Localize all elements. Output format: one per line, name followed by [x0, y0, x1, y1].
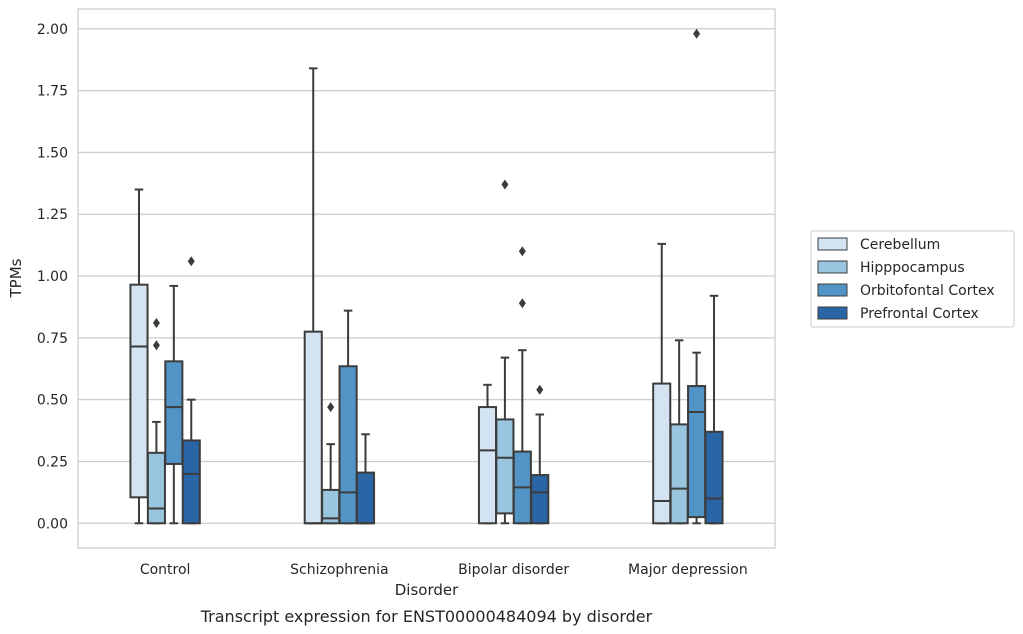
y-tick-label: 0.75: [37, 331, 68, 347]
box-group: [669, 339, 689, 525]
box-body: [338, 365, 358, 525]
box-group: [181, 256, 201, 525]
outlier-point: [327, 402, 335, 413]
legend-frame: [810, 230, 1015, 328]
x-tick-label: Control: [140, 562, 191, 578]
legend-swatch: [817, 260, 848, 274]
plot-frame: [77, 8, 776, 549]
box-body: [129, 283, 149, 499]
outlier-point: [187, 256, 195, 267]
box-group: [146, 318, 166, 525]
box-body: [495, 418, 515, 515]
legend-label: Cerebellum: [860, 237, 940, 253]
legend-swatch: [817, 237, 848, 251]
box-group: [303, 67, 323, 525]
chart-caption: Transcript expression for ENST0000048409…: [200, 607, 653, 626]
box-body: [704, 430, 724, 525]
y-axis-label: TPMs: [7, 258, 25, 298]
box-group: [129, 188, 149, 525]
outlier-point: [518, 298, 526, 309]
box-body: [687, 385, 707, 519]
box-body: [303, 330, 323, 525]
box-body: [146, 451, 166, 525]
y-tick-labels: 0.00 0.25 0.50 0.75 1.00 1.25 1.50 1.75 2.00: [37, 22, 68, 532]
box-group: [530, 384, 550, 525]
outlier-point: [501, 179, 509, 190]
box-body: [477, 406, 498, 525]
legend: Cerebellum Hipppocampus Orbitofontal Corte…: [810, 230, 1015, 328]
outlier-point: [152, 318, 160, 329]
y-tick-label: 1.00: [37, 269, 68, 285]
box-body: [355, 471, 376, 525]
legend-label: Hipppocampus: [860, 260, 965, 276]
box-group: [164, 284, 184, 525]
x-axis-label: Disorder: [395, 581, 459, 599]
outlier-point: [518, 246, 526, 257]
legend-label: Orbitofontal Cortex: [860, 283, 995, 299]
y-tick-label: 1.25: [37, 207, 68, 223]
box-group: [355, 433, 376, 525]
box-group: [512, 246, 532, 525]
x-tick-label: Major depression: [628, 562, 748, 578]
y-tick-label: 2.00: [37, 22, 68, 38]
y-tick-label: 0.25: [37, 454, 68, 470]
box-body: [530, 474, 550, 525]
outlier-point: [536, 384, 544, 395]
legend-swatch: [817, 306, 848, 320]
box-body: [652, 382, 672, 525]
x-tick-label: Schizophrenia: [290, 562, 388, 578]
x-tick-labels: Control Schizophrenia Bipolar disorder Majo…: [140, 562, 748, 578]
box-group: [704, 294, 724, 525]
outlier-point: [693, 28, 701, 39]
y-tick-label: 1.50: [37, 145, 68, 161]
y-tick-label: 1.75: [37, 84, 68, 100]
y-tick-label: 0.00: [37, 516, 68, 532]
box-body: [181, 439, 201, 525]
box-body: [669, 423, 689, 525]
box-group: [338, 309, 358, 525]
x-tick-label: Bipolar disorder: [458, 562, 569, 578]
legend-swatch: [817, 283, 848, 297]
outlier-point: [152, 340, 160, 351]
y-tick-label: 0.50: [37, 393, 68, 409]
box-body: [164, 360, 184, 465]
boxes-layer: [129, 28, 724, 525]
legend-label: Prefrontal Cortex: [860, 306, 979, 322]
